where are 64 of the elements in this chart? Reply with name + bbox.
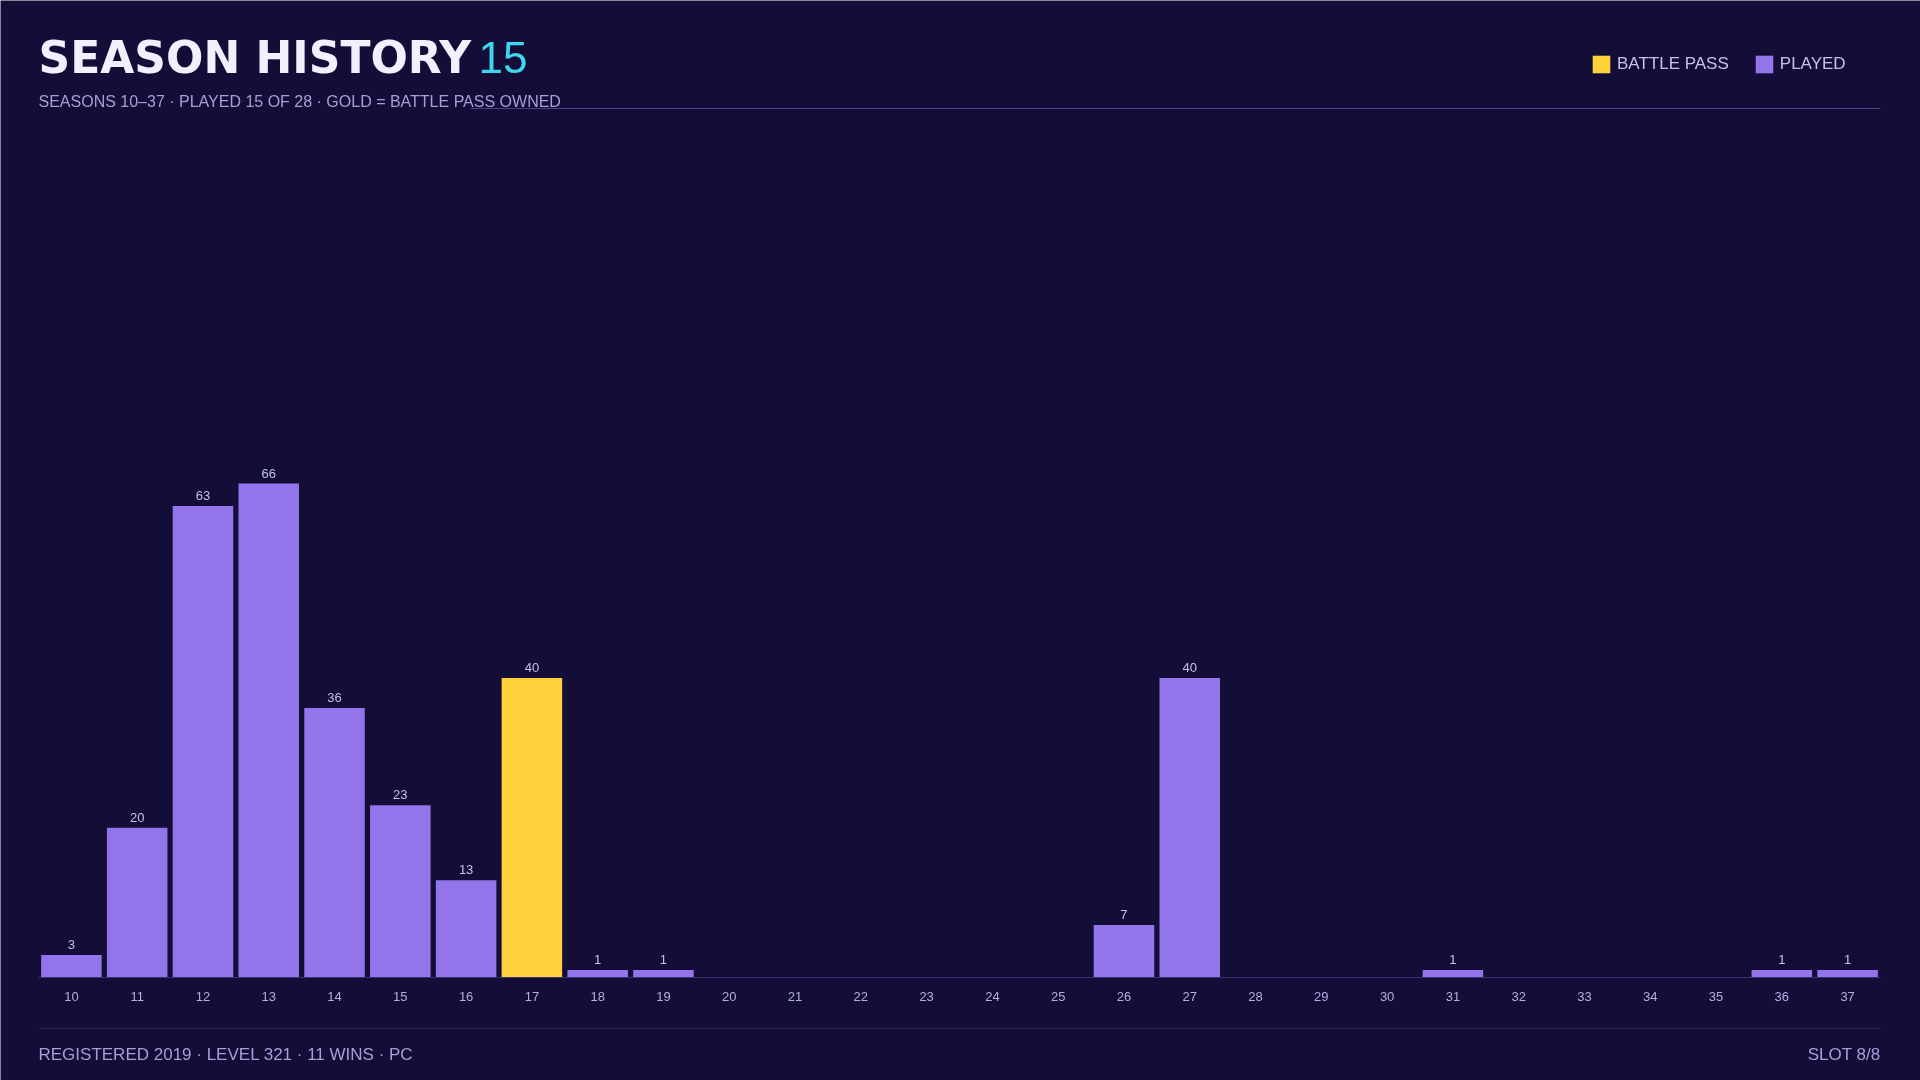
x-tick-label: 22 (853, 988, 869, 1004)
x-tick-label: 13 (261, 988, 276, 1004)
x-tick-label: 25 (1050, 988, 1066, 1004)
x-tick-label: 14 (327, 988, 342, 1004)
x-tick-label: 32 (1511, 988, 1526, 1004)
data-label: 1 (1778, 952, 1786, 968)
text: SLOT 8/8 (1807, 1045, 1881, 1064)
data-label: 1 (1449, 952, 1457, 968)
x-tick-label: 24 (985, 988, 1000, 1004)
bar (370, 805, 431, 978)
bar (1093, 925, 1155, 978)
x-tick-label: 17 (524, 988, 540, 1004)
data-label: 40 (1182, 660, 1197, 676)
data-label: 3 (67, 937, 76, 953)
data-label: 13 (458, 862, 474, 878)
data-label: 20 (129, 809, 145, 825)
data-label: 36 (327, 690, 342, 706)
bar (172, 505, 234, 978)
x-tick-label: 20 (722, 988, 737, 1004)
x-tick-label: 19 (656, 988, 671, 1004)
x-tick-label: 30 (1379, 988, 1395, 1004)
x-tick-label: 21 (787, 988, 803, 1004)
x-tick-label: 12 (195, 988, 211, 1004)
x-tick-label: 26 (1116, 988, 1132, 1004)
data-label: 1 (594, 952, 602, 968)
bar (1817, 970, 1878, 978)
bar (106, 827, 168, 978)
x-tick-label: 16 (458, 988, 474, 1004)
data-label: 63 (195, 487, 211, 503)
x-tick-label: 23 (919, 988, 934, 1004)
x-tick-label: 36 (1774, 988, 1790, 1004)
x-tick-label: 11 (130, 988, 144, 1004)
legend-label: BATTLE PASS (1617, 54, 1729, 74)
data-label: 1 (659, 952, 668, 968)
chart-subtitle: SEASONS 10–37 · PLAYED 15 OF 28 · GOLD = BATTLE PASS OWNED (38, 93, 561, 110)
bar (567, 970, 628, 978)
data-label: 40 (524, 660, 540, 676)
legend-label: PLAYED (1779, 54, 1846, 74)
x-tick-label: 33 (1577, 988, 1592, 1004)
bar (41, 955, 102, 978)
bar (304, 708, 365, 978)
data-label: 7 (1120, 907, 1128, 923)
x-tick-label: 28 (1248, 988, 1263, 1004)
x-tick-label: 34 (1643, 988, 1658, 1004)
x-tick-label: 15 (393, 988, 408, 1004)
data-label: 66 (261, 465, 276, 481)
data-label: 1 (1843, 952, 1852, 968)
bar (238, 483, 300, 978)
bar (1751, 970, 1813, 978)
x-tick-label: 27 (1182, 988, 1197, 1004)
chart-title: SEASON HISTORY 15 (38, 32, 528, 83)
x-tick-label: 37 (1840, 988, 1855, 1004)
bar (633, 970, 694, 978)
x-tick-label: 18 (590, 988, 605, 1004)
bar (1422, 970, 1484, 978)
bar (1159, 678, 1221, 978)
bar (435, 880, 497, 978)
bar (501, 678, 563, 978)
data-label: 23 (393, 787, 408, 803)
text: REGISTERED 2019 · LEVEL 321 · 11 WINS · PC (38, 1045, 413, 1064)
x-tick-label: 29 (1314, 988, 1329, 1004)
x-tick-label: 31 (1445, 988, 1461, 1004)
x-tick-label: 10 (64, 988, 79, 1004)
x-tick-label: 35 (1708, 988, 1724, 1004)
